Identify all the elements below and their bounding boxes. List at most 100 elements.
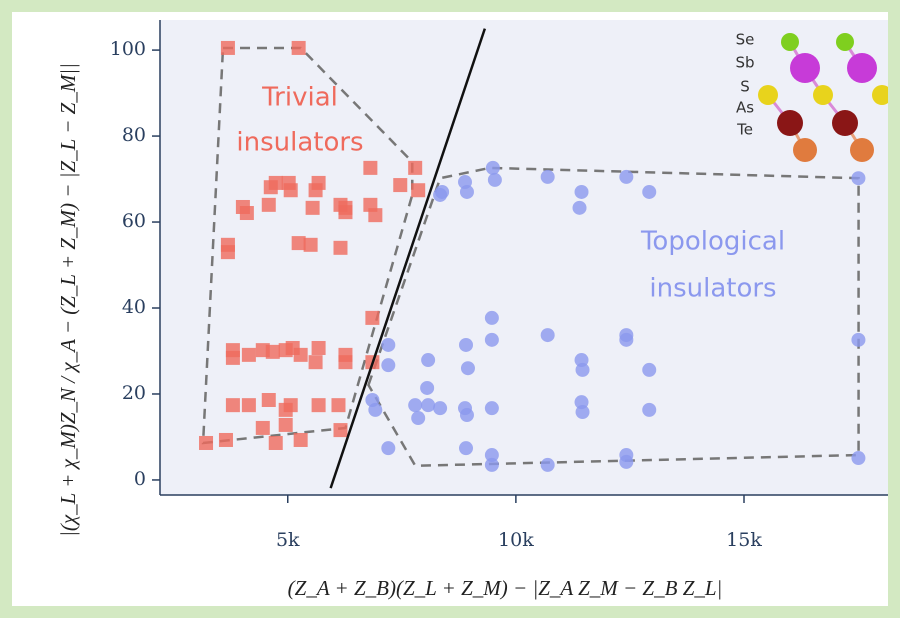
trivial-point [393, 178, 407, 192]
topological-point [576, 363, 590, 377]
trivial-point [338, 355, 352, 369]
topological-point [381, 441, 395, 455]
trivial-point [226, 351, 240, 365]
trivial-point [284, 183, 298, 197]
class-annotation: insulators [236, 128, 363, 158]
trivial-point [333, 241, 347, 255]
trivial-point [242, 348, 256, 362]
trivial-point [256, 421, 270, 435]
topological-point [575, 185, 589, 199]
trivial-point [279, 418, 293, 432]
topological-point [421, 353, 435, 367]
atom-s [758, 85, 778, 105]
topological-point [411, 411, 425, 425]
topological-point [541, 170, 555, 184]
y-tick-label: 100 [110, 38, 146, 60]
atom-s [813, 85, 833, 105]
trivial-point [221, 245, 235, 259]
trivial-point [331, 398, 345, 412]
trivial-point [304, 238, 318, 252]
atom-se [781, 33, 799, 51]
atom-as [777, 110, 803, 136]
topological-point [619, 455, 633, 469]
topological-point [642, 403, 656, 417]
topological-point [851, 451, 865, 465]
topological-point [485, 401, 499, 415]
y-tick-label: 60 [122, 210, 146, 232]
trivial-point [292, 41, 306, 55]
topological-point [642, 185, 656, 199]
topological-point [486, 161, 500, 175]
trivial-point [365, 311, 379, 325]
topological-point [460, 408, 474, 422]
atom-te [850, 138, 874, 162]
atom-as [832, 110, 858, 136]
atom-sb [790, 53, 820, 83]
trivial-point [199, 436, 213, 450]
trivial-point [266, 345, 280, 359]
trivial-point [312, 398, 326, 412]
trivial-point [221, 41, 235, 55]
trivial-point [306, 201, 320, 215]
element-label: Te [736, 121, 753, 139]
trivial-point [269, 176, 283, 190]
trivial-point [269, 436, 283, 450]
y-axis-title: |(χ_L + χ_M)Z_N / χ_A − (Z_L + Z_M) − |Z… [56, 63, 80, 537]
topological-point [460, 185, 474, 199]
topological-point [851, 171, 865, 185]
trivial-point [294, 348, 308, 362]
topological-point [408, 398, 422, 412]
trivial-point [292, 236, 306, 250]
trivial-point [219, 433, 233, 447]
y-tick-label: 80 [122, 124, 146, 146]
class-annotation: Topological [640, 227, 785, 257]
trivial-point [309, 355, 323, 369]
trivial-point [333, 423, 347, 437]
topological-point [381, 338, 395, 352]
topological-point [485, 333, 499, 347]
topological-point [459, 338, 473, 352]
element-label: Sb [735, 54, 754, 72]
element-label: S [740, 78, 750, 96]
topological-point [619, 170, 633, 184]
topological-point [541, 328, 555, 342]
trivial-point [236, 200, 250, 214]
topological-point [541, 458, 555, 472]
topological-point [368, 403, 382, 417]
atom-se [836, 33, 854, 51]
atom-sb [847, 53, 877, 83]
topological-point [573, 201, 587, 215]
trivial-point [368, 208, 382, 222]
topological-point [433, 401, 447, 415]
topological-point [642, 363, 656, 377]
topological-point [381, 358, 395, 372]
y-tick-label: 0 [134, 468, 146, 490]
trivial-point [363, 161, 377, 175]
topological-point [485, 458, 499, 472]
trivial-point [338, 201, 352, 215]
trivial-point [294, 433, 308, 447]
atom-s [872, 85, 892, 105]
element-label: Se [736, 31, 755, 49]
topological-point [459, 441, 473, 455]
y-tick-label: 20 [122, 382, 146, 404]
topological-point [576, 405, 590, 419]
x-tick-label: 5k [276, 529, 300, 551]
topological-point [619, 333, 633, 347]
trivial-point [226, 398, 240, 412]
trivial-point [312, 341, 326, 355]
figure-frame: 0204060801005k10k15k(Z_A + Z_B)(Z_L + Z_… [0, 0, 900, 618]
trivial-point [411, 183, 425, 197]
topological-point [488, 173, 502, 187]
trivial-point [262, 393, 276, 407]
topological-point [435, 185, 449, 199]
topological-point [421, 398, 435, 412]
x-axis-title: (Z_A + Z_B)(Z_L + Z_M) − |Z_A Z_M − Z_B … [288, 576, 723, 600]
class-annotation: Trivial [261, 83, 338, 113]
atom-te [793, 138, 817, 162]
trivial-point [408, 161, 422, 175]
x-tick-label: 15k [726, 529, 762, 551]
element-label: As [736, 99, 754, 117]
topological-point [851, 333, 865, 347]
trivial-point [309, 183, 323, 197]
